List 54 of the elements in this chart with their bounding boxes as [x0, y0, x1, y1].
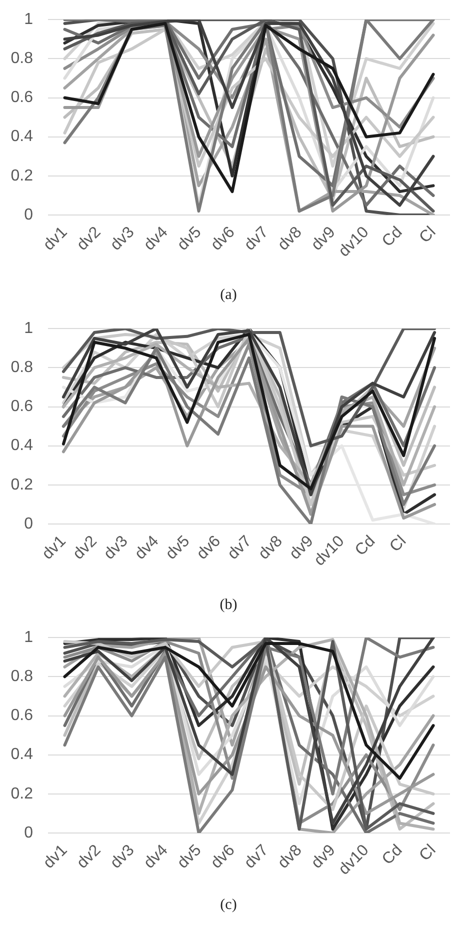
- x-tick-label: dv2: [74, 842, 104, 872]
- x-tick-label: dv5: [174, 842, 205, 872]
- x-tick-label: Cl: [386, 532, 410, 556]
- y-tick-label: 0: [24, 824, 34, 842]
- y-tick-label: 0.4: [10, 128, 34, 146]
- y-tick-label: 0.8: [10, 359, 34, 376]
- x-tick-label: dv1: [39, 532, 70, 563]
- x-tick-label: dv6: [208, 842, 238, 872]
- y-tick-label: 0.6: [10, 398, 34, 416]
- x-tick-label: dv6: [208, 224, 238, 254]
- x-tick-label: dv6: [194, 532, 224, 563]
- x-tick-label: dv3: [100, 532, 132, 563]
- y-tick-label: 0.8: [10, 668, 34, 686]
- text: (a): [219, 286, 238, 305]
- x-tick-label: dv8: [256, 532, 286, 563]
- y-tick-label: 0.6: [10, 89, 34, 106]
- y-tick-label: 0: [24, 206, 34, 224]
- x-tick-label: dv9: [286, 532, 317, 563]
- x-tick-label: dv7: [241, 224, 272, 254]
- x-tick-label: dv4: [140, 224, 172, 254]
- y-tick-label: 0.2: [10, 785, 34, 802]
- x-tick-label: dv9: [308, 842, 339, 872]
- y-tick-label: 0.8: [10, 50, 34, 68]
- x-tick-label: dv3: [107, 224, 138, 254]
- y-tick-label: 0.4: [10, 437, 34, 454]
- x-tick-label: dv7: [224, 532, 256, 563]
- x-tick-label: dv1: [40, 224, 71, 254]
- x-tick-label: Cd: [352, 532, 379, 560]
- x-tick-label: dv5: [174, 224, 205, 254]
- y-tick-label: 0.2: [10, 476, 34, 494]
- x-tick-label: dv9: [308, 224, 339, 254]
- x-tick-label: dv2: [70, 532, 100, 563]
- y-tick-label: 0.2: [10, 167, 34, 184]
- x-tick-label: dv5: [162, 532, 194, 563]
- x-tick-label: dv4: [140, 842, 172, 872]
- y-tick-label: 0: [24, 515, 34, 532]
- x-tick-label: dv8: [274, 842, 306, 872]
- x-tick-label: dv3: [107, 842, 138, 872]
- x-tick-label: dv8: [274, 224, 306, 254]
- y-tick-label: 1: [24, 320, 34, 338]
- text: (c): [219, 896, 238, 915]
- x-tick-label: Cl: [416, 842, 440, 864]
- y-tick-label: 1: [24, 629, 34, 646]
- y-tick-label: 0.4: [10, 746, 34, 764]
- text: (b): [218, 596, 238, 615]
- x-tick-label: dv1: [40, 842, 71, 872]
- x-tick-label: Cd: [379, 224, 406, 250]
- x-tick-label: dv2: [74, 224, 104, 254]
- x-tick-label: dv4: [132, 532, 162, 563]
- y-tick-label: 1: [24, 11, 34, 28]
- y-tick-label: 0.6: [10, 707, 34, 724]
- x-tick-label: dv7: [241, 842, 272, 872]
- x-tick-label: Cl: [416, 224, 440, 246]
- x-tick-label: Cd: [379, 842, 406, 868]
